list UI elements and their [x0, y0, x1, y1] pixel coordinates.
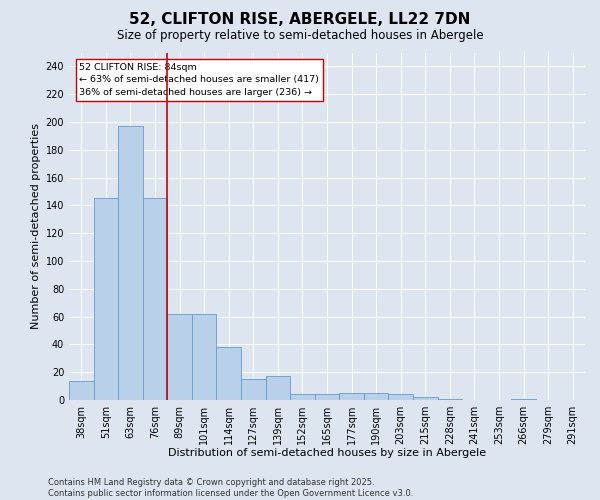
Bar: [266, 376, 290, 400]
Bar: [339, 393, 364, 400]
Text: Contains HM Land Registry data © Crown copyright and database right 2025.
Contai: Contains HM Land Registry data © Crown c…: [48, 478, 413, 498]
Bar: [167, 314, 192, 400]
Bar: [315, 394, 339, 400]
Bar: [290, 394, 315, 400]
Bar: [94, 198, 118, 400]
Bar: [241, 379, 266, 400]
Text: Size of property relative to semi-detached houses in Abergele: Size of property relative to semi-detach…: [116, 29, 484, 42]
Bar: [364, 393, 388, 400]
Bar: [217, 347, 241, 400]
Text: 52 CLIFTON RISE: 84sqm
← 63% of semi-detached houses are smaller (417)
36% of se: 52 CLIFTON RISE: 84sqm ← 63% of semi-det…: [79, 63, 319, 97]
Bar: [118, 126, 143, 400]
Bar: [388, 394, 413, 400]
Bar: [413, 397, 437, 400]
Y-axis label: Number of semi-detached properties: Number of semi-detached properties: [31, 123, 41, 329]
Bar: [437, 398, 462, 400]
Bar: [69, 380, 94, 400]
Bar: [192, 314, 217, 400]
Text: 52, CLIFTON RISE, ABERGELE, LL22 7DN: 52, CLIFTON RISE, ABERGELE, LL22 7DN: [130, 12, 470, 28]
X-axis label: Distribution of semi-detached houses by size in Abergele: Distribution of semi-detached houses by …: [168, 448, 486, 458]
Bar: [511, 398, 536, 400]
Bar: [143, 198, 167, 400]
